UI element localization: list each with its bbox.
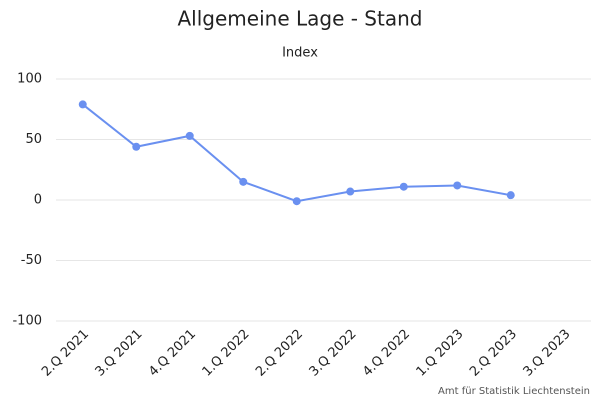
y-tick-label: -50 <box>21 253 42 268</box>
y-tick-label: 50 <box>25 132 42 147</box>
x-tick-label: 2.Q 2022 <box>253 327 306 380</box>
x-tick-label: 3.Q 2021 <box>93 327 146 380</box>
y-tick-label: 0 <box>34 193 42 208</box>
x-tick-label: 2.Q 2021 <box>39 327 92 380</box>
point <box>346 187 355 196</box>
point <box>132 142 141 151</box>
chart-title: Allgemeine Lage - Stand <box>178 7 423 31</box>
point <box>399 182 408 191</box>
point <box>453 181 462 190</box>
x-tick-label: 1.Q 2023 <box>414 327 467 380</box>
x-tick-label: 3.Q 2022 <box>307 327 360 380</box>
x-tick-label: 4.Q 2021 <box>146 327 199 380</box>
x-tick-label: 3.Q 2023 <box>521 327 574 380</box>
point <box>292 197 301 206</box>
point <box>239 177 248 186</box>
chart-subtitle: Index <box>282 46 318 61</box>
point <box>78 100 87 109</box>
y-tick-label: -100 <box>12 314 42 329</box>
point <box>506 191 515 200</box>
point <box>185 131 194 140</box>
x-tick-label: 2.Q 2023 <box>467 327 520 380</box>
credit: Amt für Statistik Liechtenstein <box>438 386 590 397</box>
y-tick-label: 100 <box>17 72 42 87</box>
line <box>82 103 511 203</box>
x-tick-label: 1.Q 2022 <box>200 327 253 380</box>
x-tick-label: 4.Q 2022 <box>360 327 413 380</box>
